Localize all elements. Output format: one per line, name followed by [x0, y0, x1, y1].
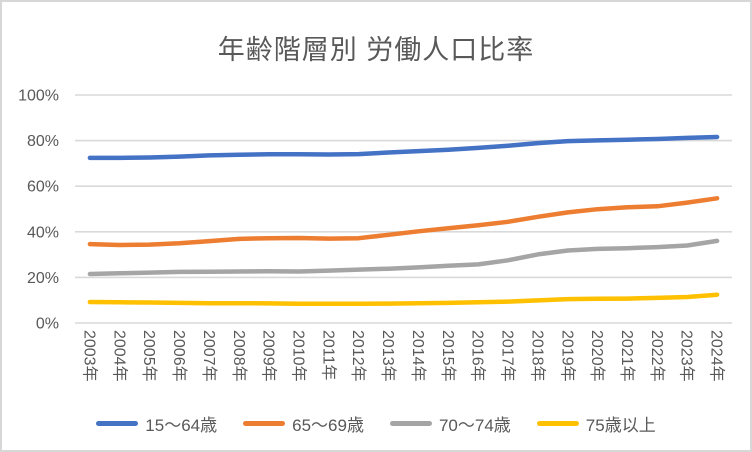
y-axis-tick-label: 100%: [18, 88, 59, 105]
x-axis-tick-label: 2019年: [558, 330, 576, 382]
x-axis-tick-label: 2007年: [200, 330, 218, 382]
legend-item-75-plus: 75歳以上: [536, 411, 656, 436]
y-axis-tick-label: 40%: [27, 224, 59, 241]
y-axis-tick-label: 0%: [36, 316, 59, 333]
x-axis-tick-label: 2022年: [648, 330, 666, 382]
x-axis-tick-label: 2010年: [289, 330, 307, 382]
x-axis-tick-label: 2023年: [678, 330, 696, 382]
x-axis-tick-label: 2015年: [439, 330, 457, 382]
legend: 15〜64歳 65〜69歳 70〜74歳 75歳以上: [2, 411, 750, 436]
legend-item-70-74: 70〜74歳: [389, 411, 511, 436]
legend-label-75-plus: 75歳以上: [585, 416, 656, 435]
y-axis-tick-label: 80%: [27, 133, 59, 150]
legend-swatch-75-plus: [536, 421, 579, 426]
chart-title: 年齢階層別 労働人口比率: [217, 35, 535, 65]
legend-swatch-65-69: [243, 421, 286, 426]
x-axis-tick-label: 2008年: [230, 330, 248, 382]
x-axis-tick-label: 2009年: [260, 330, 278, 382]
x-axis-tick-label: 2012年: [349, 330, 367, 382]
x-axis-tick-label: 2016年: [469, 330, 487, 382]
x-axis-tick-label: 2021年: [618, 330, 636, 382]
x-axis-tick-label: 2018年: [528, 330, 546, 382]
legend-label-65-69: 65〜69歳: [292, 416, 364, 435]
y-axis-tick-label: 60%: [27, 179, 59, 196]
series-line-3: [87, 238, 720, 277]
x-axis-tick-label: 2003年: [80, 330, 98, 382]
x-axis-tick-label: 2011年: [319, 330, 337, 380]
y-axis-tick-label: 20%: [27, 270, 59, 287]
x-axis-tick-label: 2004年: [110, 330, 128, 382]
series-line-1: [87, 134, 720, 161]
legend-swatch-70-74: [389, 421, 432, 426]
x-axis-tick-label: 2017年: [499, 330, 517, 382]
legend-item-65-69: 65〜69歳: [243, 411, 364, 436]
x-axis-tick-label: 2014年: [409, 330, 427, 382]
series-line-2: [87, 196, 720, 248]
legend-label-15-64: 15〜64歳: [145, 416, 218, 435]
x-axis-tick-label: 2005年: [140, 330, 158, 382]
legend-item-15-64: 15〜64歳: [96, 411, 217, 436]
series-line-4: [87, 292, 720, 307]
legend-swatch-15-64: [96, 421, 139, 426]
x-axis-tick-label: 2006年: [170, 330, 188, 382]
x-axis-tick-label: 2024年: [708, 330, 726, 382]
x-axis-tick-label: 2013年: [379, 330, 397, 382]
legend-label-70-74: 70〜74歳: [438, 416, 511, 435]
x-axis-tick-label: 2020年: [588, 330, 606, 382]
